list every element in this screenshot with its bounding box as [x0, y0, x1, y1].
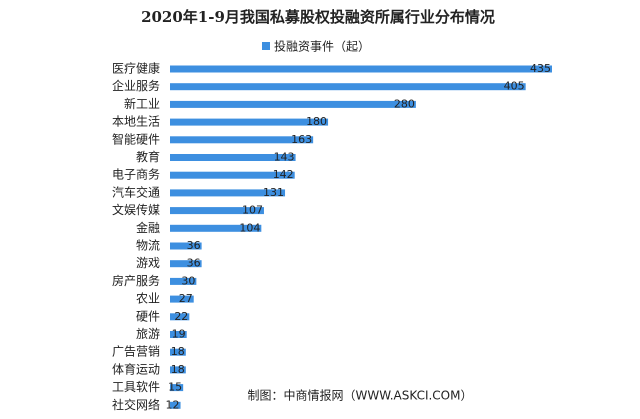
chart-title: 2020年1-9月我国私募股权投融资所属行业分布情况	[141, 8, 495, 26]
bar	[170, 136, 314, 144]
category-label: 广告营销	[112, 345, 160, 359]
value-label: 435	[530, 62, 551, 75]
bar	[170, 118, 329, 126]
value-label: 36	[187, 257, 201, 270]
bar	[170, 65, 552, 73]
category-label: 房产服务	[112, 273, 160, 288]
bar	[170, 348, 186, 356]
value-label: 19	[172, 328, 186, 341]
value-label: 15	[168, 381, 182, 394]
bar	[170, 277, 197, 285]
category-label: 物流	[136, 239, 160, 253]
category-label: 电子商务	[112, 167, 160, 182]
bar	[170, 171, 295, 179]
category-label: 智能硬件	[112, 131, 160, 146]
category-label: 工具软件	[112, 380, 160, 394]
value-label: 405	[504, 80, 525, 93]
value-label: 27	[179, 292, 193, 305]
category-label: 金融	[136, 220, 160, 235]
value-label: 163	[291, 133, 312, 146]
category-label: 汽车交通	[112, 184, 160, 199]
bar	[170, 295, 194, 303]
category-label: 教育	[136, 149, 160, 164]
value-label: 18	[171, 345, 185, 358]
value-label: 143	[274, 151, 295, 164]
bar	[170, 224, 262, 232]
value-label: 12	[166, 398, 180, 411]
category-label: 旅游	[136, 327, 160, 341]
bar	[170, 401, 181, 409]
category-label: 体育运动	[112, 361, 160, 376]
bar	[170, 100, 416, 108]
category-label: 企业服务	[112, 78, 160, 93]
bar	[170, 260, 202, 268]
category-label: 文娱传媒	[112, 202, 160, 217]
legend-label: 投融资事件（起）	[274, 39, 370, 54]
bar	[170, 207, 264, 215]
value-label: 36	[187, 239, 201, 252]
value-label: 30	[181, 274, 195, 287]
value-label: 131	[263, 186, 284, 199]
bar	[170, 83, 526, 91]
category-label: 医疗健康	[112, 61, 160, 76]
source-note: 制图：中商情报网（WWW.ASKCI.COM）	[248, 388, 473, 403]
bar	[170, 331, 187, 338]
category-label: 社交网络	[112, 397, 160, 412]
value-label: 180	[306, 115, 327, 128]
category-label: 游戏	[136, 256, 160, 270]
bar	[170, 384, 184, 392]
bar	[170, 242, 202, 250]
bar	[170, 189, 286, 197]
value-label: 107	[242, 204, 263, 217]
category-label: 农业	[136, 292, 160, 306]
value-label: 22	[174, 310, 188, 323]
value-label: 280	[394, 97, 415, 110]
category-label: 新工业	[124, 96, 160, 111]
value-label: 142	[273, 168, 294, 181]
value-label: 18	[171, 363, 185, 376]
value-label: 104	[239, 221, 260, 234]
category-label: 本地生活	[112, 115, 160, 129]
category-label: 硬件	[136, 309, 160, 323]
bar	[170, 366, 186, 374]
legend-swatch	[262, 42, 270, 50]
bar	[170, 154, 296, 161]
bar	[170, 313, 190, 321]
